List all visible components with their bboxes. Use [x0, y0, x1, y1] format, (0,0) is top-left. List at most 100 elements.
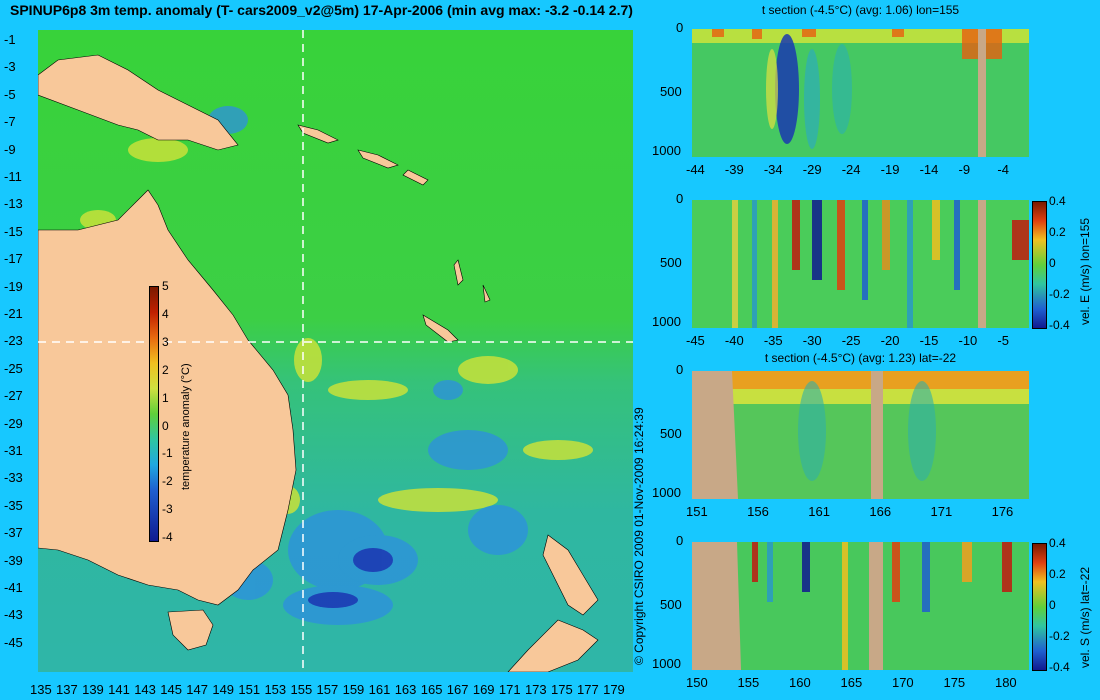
map-lat-label: -11 [4, 169, 22, 184]
temperature-anomaly-map [38, 30, 633, 672]
map-lat-label: -41 [4, 580, 23, 595]
panel1-y-tick: 500 [660, 84, 682, 99]
panel4-velocity-south [692, 542, 1029, 670]
panel1-title: t section (-4.5°C) (avg: 1.06) lon=155 [761, 3, 960, 17]
panel1-y-tick: 0 [676, 20, 684, 35]
map-lat-label: -9 [4, 141, 16, 157]
panel4-x-tick: 150 [686, 675, 708, 690]
panel2-colorbar-tick: 0.4 [1049, 194, 1066, 208]
map-colorbar-tick: -1 [162, 446, 173, 461]
map-lat-label: -33 [4, 470, 23, 486]
map-lon-label: 137 [56, 682, 78, 697]
map-lat-label: -27 [4, 388, 23, 404]
map-lat-label: -17 [4, 251, 23, 267]
panel4-x-tick: 160 [788, 675, 811, 690]
panel3-x-tick: 161 [808, 504, 830, 519]
panel1-x-tick: -39 [724, 162, 744, 177]
map-lon-label: 173 [524, 682, 547, 697]
panel4-colorbar-tick: -0.4 [1049, 660, 1070, 674]
map-lon-label: 157 [316, 682, 339, 697]
map-lat-label: -3 [4, 59, 16, 75]
map-lat-label: -31 [4, 443, 23, 458]
panel4-colorbar-tick: 0.2 [1049, 567, 1066, 581]
map-colorbar-tick: 5 [162, 279, 169, 293]
panel1-x-tick: -29 [802, 162, 822, 177]
map-lon-label: 159 [342, 682, 365, 697]
map-lon-label: 179 [603, 682, 625, 697]
panel3-y-tick: 1000 [652, 485, 681, 500]
map-lat-label: -35 [4, 497, 23, 513]
panel1-x-tick: -44 [686, 162, 705, 177]
panel1-x-tick: -4 [997, 162, 1009, 177]
land-masses [38, 54, 599, 672]
panel4-x-tick: 165 [840, 675, 863, 690]
map-lat-label: -25 [4, 360, 23, 376]
map-lat-label: -43 [4, 607, 23, 623]
map-lon-label: 145 [160, 682, 182, 697]
panel3-y-tick: 0 [676, 362, 684, 377]
map-colorbar [149, 286, 159, 542]
panel4-x-tick: 170 [891, 675, 914, 690]
panel2-x-tick: -15 [919, 333, 939, 348]
map-lon-label: 175 [551, 682, 573, 697]
panel4-colorbar-tick: -0.2 [1049, 629, 1070, 643]
map-lat-label: -45 [4, 634, 23, 650]
panel1-x-tick: -9 [958, 162, 971, 177]
panel1-x-tick: -14 [919, 162, 939, 177]
panel2-x-tick: -20 [880, 333, 900, 348]
panel3-x-tick: 171 [930, 504, 953, 519]
map-colorbar-tick: 3 [162, 334, 169, 349]
map-lon-label: 149 [212, 682, 235, 697]
panel3-temperature-section [692, 371, 1029, 499]
panel2-colorbar [1032, 201, 1047, 329]
map-lat-label: -39 [4, 552, 23, 568]
map-lat-label: -37 [4, 525, 23, 541]
map-colorbar-tick: -4 [162, 530, 173, 545]
map-lat-label: -23 [4, 333, 23, 349]
panel3-y-tick: 500 [660, 426, 682, 441]
panel2-velocity-east [692, 200, 1029, 328]
panel2-x-tick: -25 [841, 333, 861, 348]
map-lon-label: 171 [498, 682, 521, 697]
panel3-x-tick: 166 [869, 504, 892, 519]
map-lat-label: -21 [4, 306, 23, 321]
panel4-x-tick: 180 [994, 675, 1017, 690]
panel4-y-tick: 500 [660, 597, 682, 612]
map-colorbar-tick: -3 [162, 502, 173, 517]
panel2-colorbar-tick: -0.4 [1049, 318, 1070, 332]
map-lon-label: 141 [108, 682, 130, 697]
panel2-colorbar-tick: -0.2 [1049, 287, 1070, 301]
panel3-x-tick: 151 [686, 504, 708, 519]
map-lon-label: 143 [134, 682, 156, 697]
strong-cool-patches [308, 548, 393, 608]
panel2-y-tick: 500 [660, 255, 682, 270]
panel4-colorbar-label: vel. S (m/s) lat=-22 [1078, 566, 1092, 668]
panel3-title: t section (-4.5°C) (avg: 1.23) lat=-22 [764, 351, 957, 365]
map-lon-label: 139 [82, 682, 104, 697]
panel2-x-tick: -5 [997, 333, 1009, 348]
panel2-colorbar-label: vel. E (m/s) lon=155 [1078, 217, 1092, 325]
warm-anomaly-patches [80, 138, 593, 514]
panel4-colorbar [1032, 543, 1047, 671]
map-lat-label: -7 [4, 114, 16, 130]
panel1-x-tick: -34 [763, 162, 783, 177]
panel2-y-tick: 0 [676, 191, 684, 206]
map-lat-label: -13 [4, 196, 23, 212]
panel1-temperature-section [692, 29, 1029, 157]
map-colorbar-tick: 2 [162, 362, 169, 377]
panel4-colorbar-tick: 0.4 [1049, 536, 1066, 550]
map-lon-label: 167 [446, 682, 469, 697]
map-lon-label: 177 [577, 682, 599, 697]
panel2-colorbar-tick: 0.2 [1049, 225, 1066, 239]
map-colorbar-tick: 4 [162, 306, 169, 321]
map-lat-label: -15 [4, 223, 23, 239]
map-lat-label: -29 [4, 415, 23, 431]
map-colorbar-tick: 1 [162, 390, 169, 405]
panel2-x-tick: -30 [802, 333, 822, 348]
panel4-x-tick: 175 [943, 675, 966, 690]
map-lon-label: 165 [420, 682, 443, 697]
panel2-x-tick: -35 [763, 333, 783, 348]
map-colorbar-tick: 0 [162, 418, 169, 433]
panel1-x-tick: -19 [880, 162, 900, 177]
map-colorbar-label: temperature anomaly (°C) [180, 363, 192, 490]
